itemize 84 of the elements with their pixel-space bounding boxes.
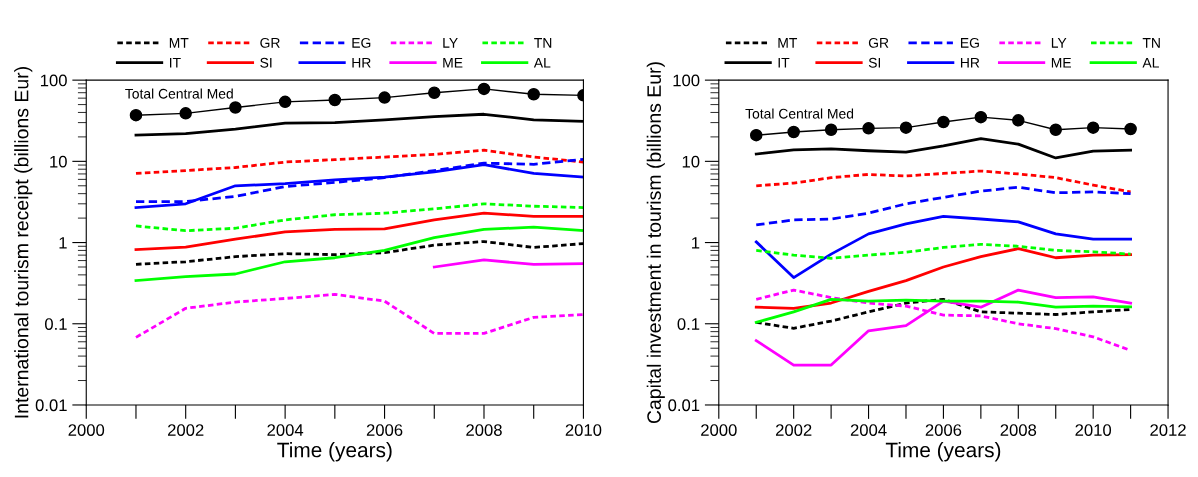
x-tick-label: 2000 (68, 424, 105, 436)
point (899, 121, 913, 134)
point (974, 110, 988, 124)
legend-label: IT (170, 57, 181, 68)
legend-label: EG (352, 37, 371, 48)
line-series (134, 293, 584, 339)
point (378, 91, 391, 104)
line-series (134, 202, 584, 233)
x-tick-label: 2010 (1075, 424, 1112, 436)
point (1012, 114, 1025, 127)
legend-label: IT (778, 57, 790, 68)
line-series (134, 225, 584, 282)
x-tick-label: 2006 (366, 424, 403, 436)
legend-label: AL (533, 57, 551, 68)
legend-label: EG (960, 37, 979, 48)
line-series (754, 288, 1132, 367)
legend-label: SI (260, 57, 272, 68)
y-tick-label: 10 (682, 155, 700, 168)
x-tick-label: 2002 (775, 424, 812, 436)
point (787, 125, 800, 139)
y-tick-label: 1 (692, 237, 700, 249)
y-tick-label: 1 (59, 237, 67, 249)
point (862, 122, 875, 135)
point (477, 82, 491, 96)
series-label: Total Central Med (125, 88, 233, 99)
line-series (754, 185, 1132, 227)
line-series (754, 297, 1132, 324)
x-tick-label: 2004 (267, 424, 304, 436)
line-series (754, 169, 1132, 194)
y-axis-title: Capital investment in tourism (billions Eur) (646, 62, 665, 424)
point (129, 108, 143, 122)
line-series (134, 148, 584, 175)
line-series (134, 211, 584, 251)
y-axis-title: International tourism receipt (billions Eur) (14, 67, 33, 418)
x-tick-label: 2008 (1000, 424, 1037, 436)
line-series (754, 242, 1132, 260)
legend-label: LY (1051, 38, 1067, 48)
point (1049, 123, 1062, 136)
x-axis-title: Time (years) (885, 442, 1001, 462)
legend-label: TN (534, 38, 552, 48)
legend-label: MT (778, 38, 798, 48)
line-series (432, 258, 584, 269)
legend-label: AL (1142, 57, 1159, 68)
x-tick-label: 2000 (701, 424, 737, 436)
x-axis-title: Time (years) (277, 442, 392, 462)
y-tick-label: 0.01 (35, 399, 67, 412)
line-series (754, 297, 1132, 330)
series-label: Total Central Med (745, 108, 854, 119)
legend-label: ME (1051, 57, 1071, 68)
point (428, 86, 441, 99)
legend-label: HR (960, 57, 980, 68)
y-tick-label: 0.1 (44, 318, 67, 330)
point (1086, 121, 1100, 134)
x-tick-label: 2004 (850, 424, 887, 436)
x-tick-label: 2012 (1150, 424, 1186, 436)
y-tick-label: 100 (673, 74, 700, 87)
y-tick-label: 0.1 (677, 318, 700, 330)
legend-label: GR (260, 37, 280, 48)
y-tick-label: 10 (50, 155, 67, 168)
legend-label: MT (169, 38, 189, 48)
legend-label: SI (868, 57, 881, 68)
x-tick-label: 2010 (565, 424, 602, 436)
point (527, 88, 540, 101)
point (1124, 122, 1137, 136)
point (278, 95, 292, 109)
point (824, 123, 838, 136)
point (229, 101, 242, 114)
line-series (754, 137, 1132, 160)
point (179, 107, 192, 120)
point (749, 128, 763, 142)
legend-label: TN (1142, 38, 1160, 48)
x-tick-label: 2008 (466, 424, 502, 436)
legend-label: ME (443, 57, 463, 68)
point (937, 115, 950, 129)
line-series (754, 215, 1132, 280)
y-tick-label: 100 (40, 74, 67, 87)
x-tick-label: 2002 (167, 424, 204, 436)
legend-label: LY (443, 38, 458, 48)
legend-label: HR (352, 57, 371, 68)
point (328, 93, 342, 107)
legend-label: GR (868, 37, 889, 48)
line-series (754, 247, 1132, 310)
x-tick-label: 2006 (925, 424, 962, 436)
y-tick-label: 0.01 (668, 399, 700, 412)
